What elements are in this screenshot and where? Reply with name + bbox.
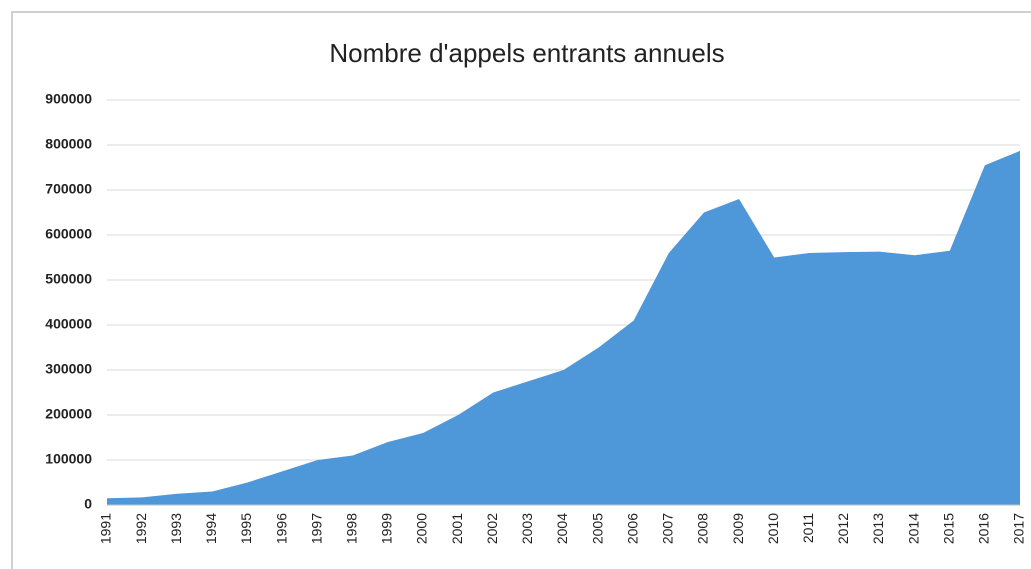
x-tick-label: 2009 <box>730 513 746 544</box>
x-tick-label: 2012 <box>835 513 851 544</box>
x-tick-label: 2002 <box>484 513 500 544</box>
y-tick-label: 300000 <box>45 361 92 377</box>
y-tick-label: 900000 <box>45 91 92 107</box>
x-tick-label: 1991 <box>98 513 114 544</box>
x-tick-label: 2000 <box>414 513 430 544</box>
x-tick-label: 2006 <box>624 513 640 544</box>
x-tick-label: 2011 <box>800 513 816 543</box>
x-tick-label: 1996 <box>273 513 289 544</box>
x-tick-label: 1993 <box>168 513 184 544</box>
x-tick-label: 1992 <box>133 513 149 544</box>
x-tick-label: 2004 <box>554 513 570 544</box>
chart-frame <box>11 11 1031 569</box>
y-tick-label: 800000 <box>45 136 92 152</box>
x-tick-label: 2001 <box>449 513 465 544</box>
y-tick-label: 700000 <box>45 181 92 197</box>
y-tick-label: 600000 <box>45 226 92 242</box>
y-tick-label: 100000 <box>45 451 92 467</box>
x-tick-label: 2015 <box>940 513 956 544</box>
y-tick-label: 400000 <box>45 316 92 332</box>
y-tick-label: 0 <box>84 496 92 512</box>
x-tick-label: 2007 <box>660 513 676 544</box>
x-tick-label: 1998 <box>344 513 360 544</box>
chart-title: Nombre d'appels entrants annuels <box>329 38 724 68</box>
x-tick-label: 2016 <box>976 513 992 544</box>
x-tick-label: 2014 <box>905 513 921 544</box>
y-tick-label: 200000 <box>45 406 92 422</box>
x-tick-label: 1999 <box>379 513 395 544</box>
x-tick-label: 1994 <box>203 513 219 544</box>
x-tick-label: 2010 <box>765 513 781 544</box>
x-tick-label: 2008 <box>695 513 711 544</box>
y-tick-label: 500000 <box>45 271 92 287</box>
x-tick-label: 1995 <box>238 513 254 544</box>
x-tick-label: 2005 <box>589 513 605 544</box>
x-tick-label: 2013 <box>870 513 886 544</box>
x-tick-label: 2003 <box>519 513 535 544</box>
x-tick-label: 1997 <box>308 513 324 544</box>
x-tick-label: 2017 <box>1011 513 1027 544</box>
area <box>107 150 1020 505</box>
